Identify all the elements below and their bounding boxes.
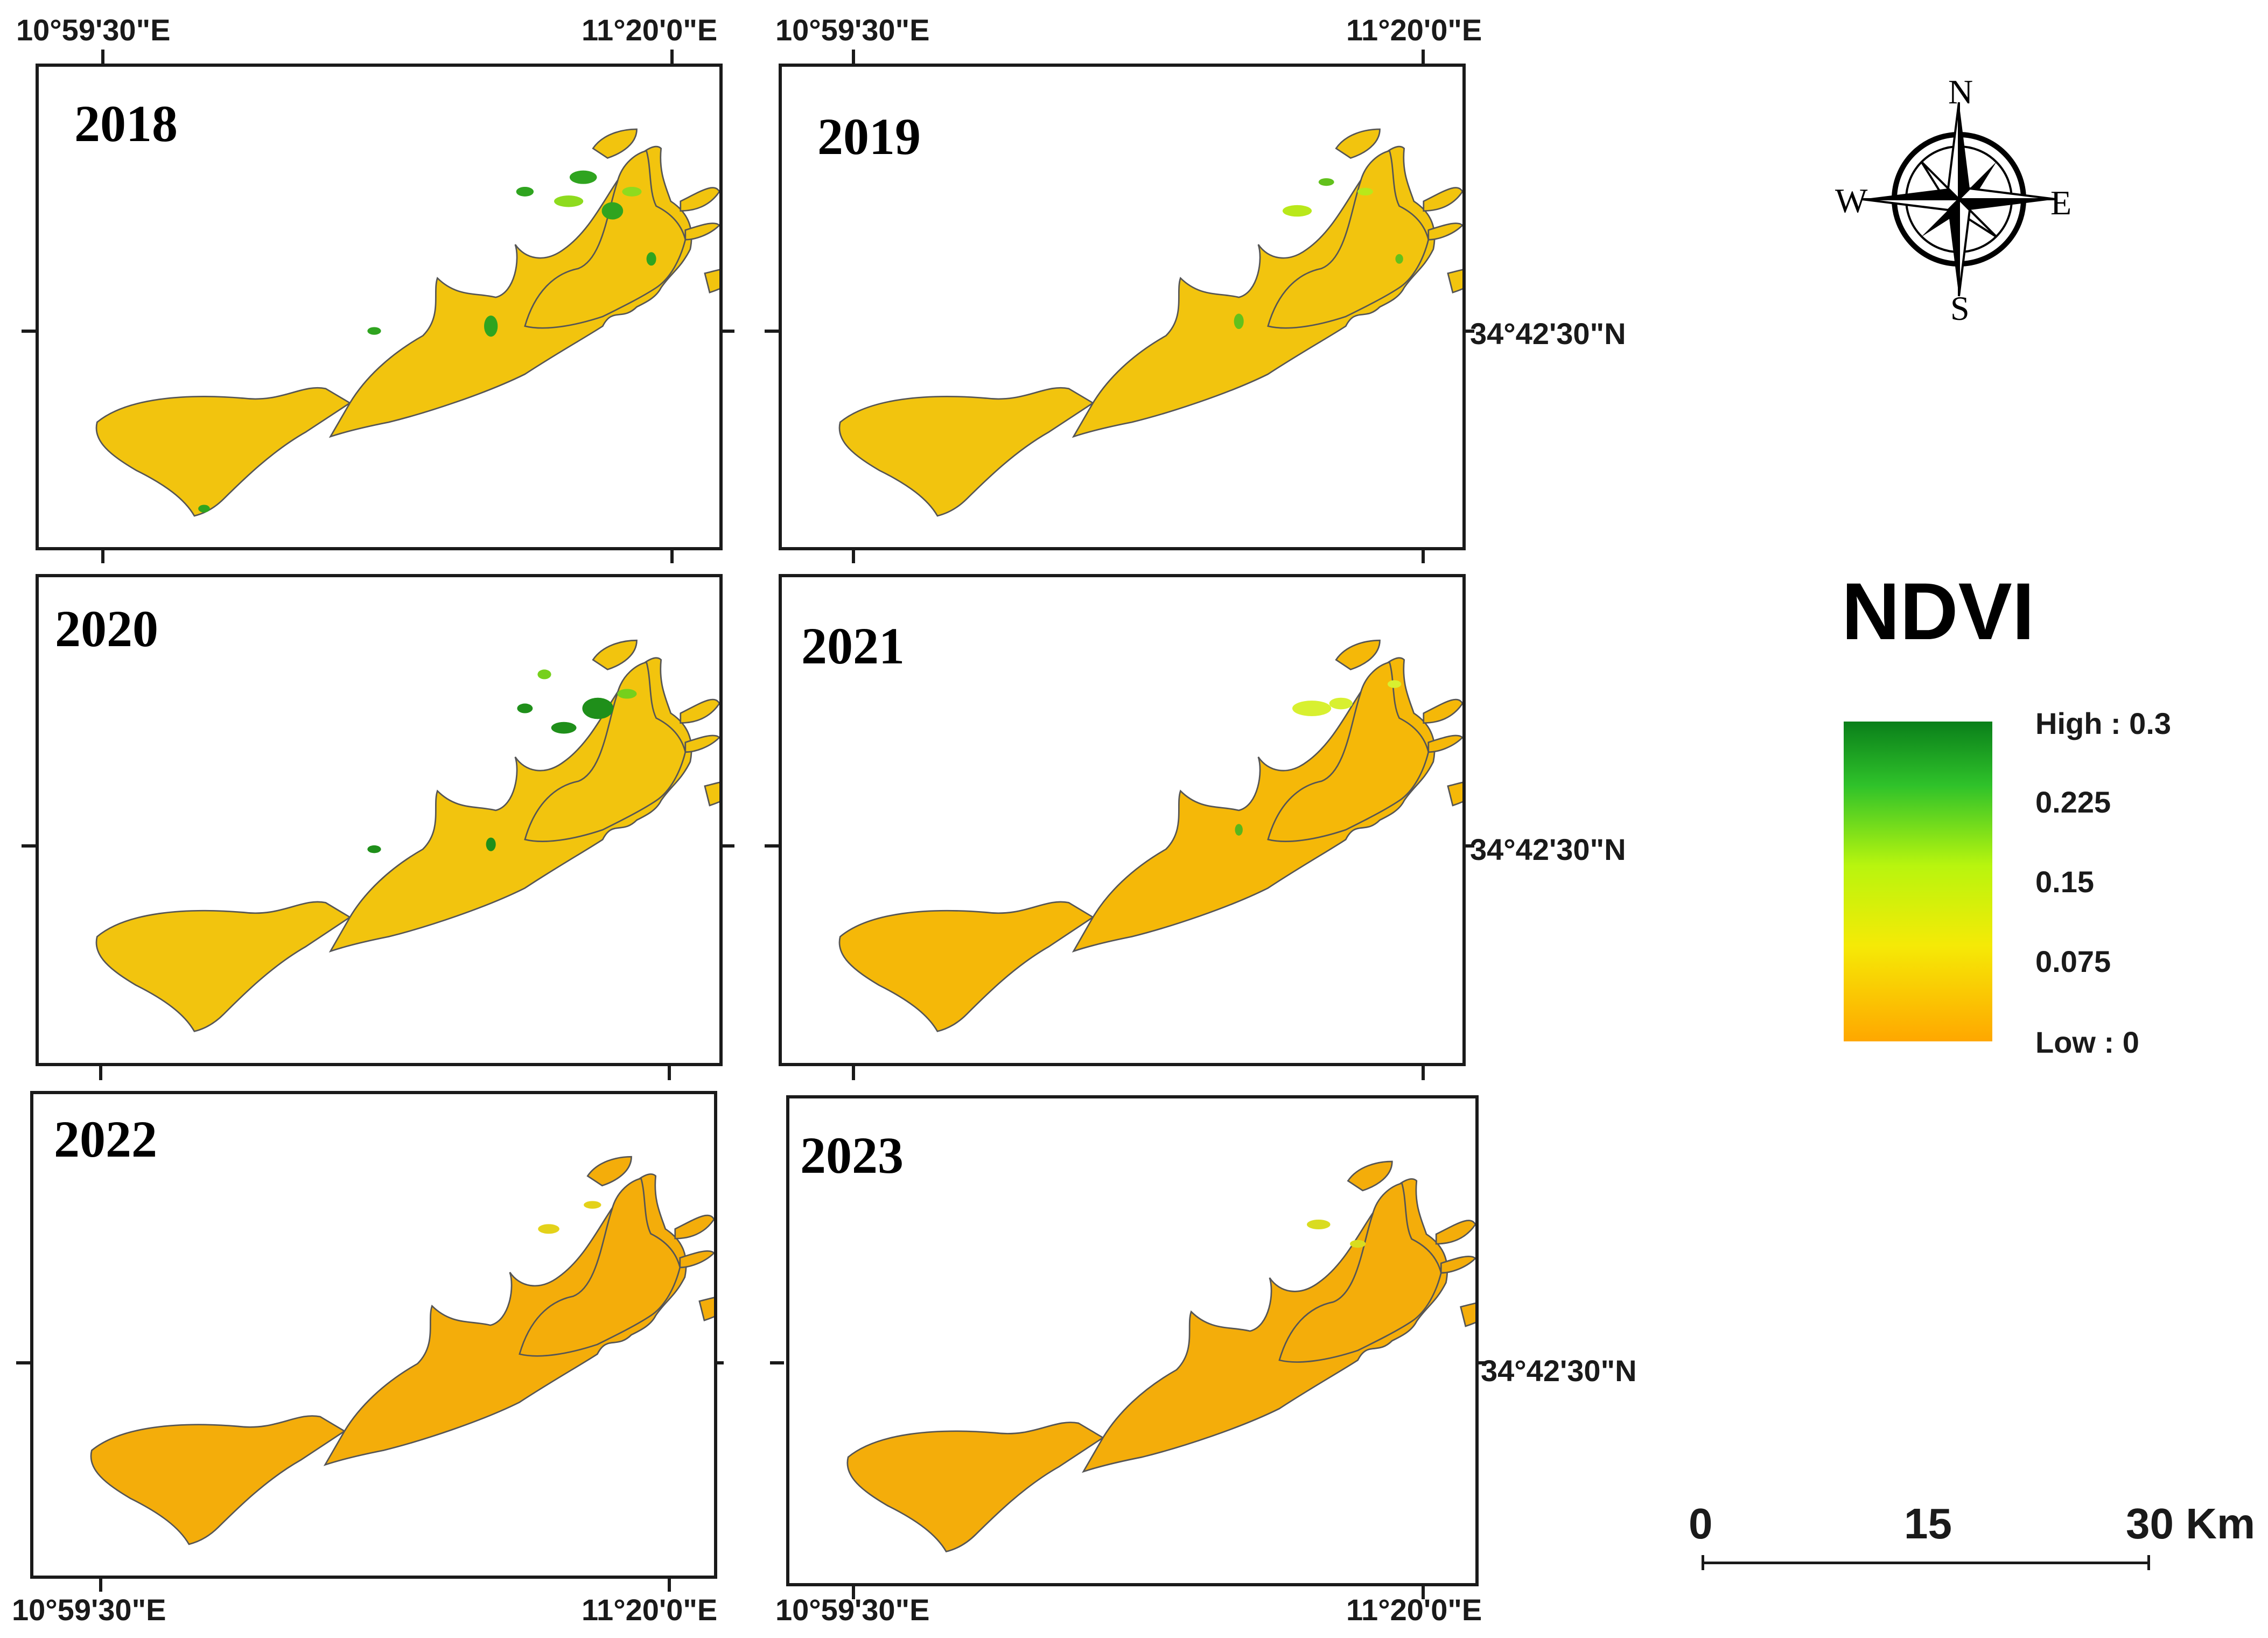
vegetation-patches — [198, 170, 656, 513]
legend-label-high: High : 0.3 — [2035, 706, 2172, 740]
compass-east-label: E — [2050, 184, 2072, 222]
tick — [1422, 1066, 1425, 1080]
lon-label-bottom-left-2: 10°59'30"E — [775, 1593, 930, 1627]
tick — [1475, 1361, 1485, 1364]
island-map — [838, 128, 1462, 517]
island-map — [846, 1160, 1475, 1552]
vegetation-patches — [538, 1201, 601, 1234]
tick — [852, 549, 855, 563]
tick — [720, 330, 734, 333]
legend-label-015: 0.15 — [2035, 865, 2094, 899]
tick — [670, 549, 674, 563]
tick — [101, 50, 104, 64]
scale-bar-line — [1702, 1562, 2150, 1564]
compass-north-label: N — [1948, 73, 1973, 111]
scale-label-30: 30 Km — [2126, 1500, 2256, 1548]
lat-label-row-3: 34°42'30"N — [1481, 1354, 1637, 1388]
tick — [670, 50, 674, 64]
year-label: 2021 — [801, 617, 905, 675]
legend-label-low: Low : 0 — [2035, 1025, 2139, 1059]
tick — [101, 549, 104, 563]
map-panel-2020: 2020 — [36, 574, 723, 1066]
map-panel-2022: 2022 — [30, 1091, 717, 1579]
lon-label-bottom-right-1: 11°20'0"E — [582, 1593, 718, 1627]
vegetation-patches — [1292, 680, 1402, 716]
tick — [770, 1361, 784, 1364]
map-panel-2019: 2019 — [779, 64, 1466, 550]
lat-label-row-1: 34°42'30"N — [1470, 317, 1626, 351]
tick — [668, 1578, 671, 1592]
tick — [852, 1066, 855, 1080]
compass-south-label: S — [1950, 289, 1970, 327]
tick — [1422, 1585, 1425, 1599]
year-label: 2020 — [55, 600, 158, 657]
map-panel-2018: 2018 — [36, 64, 723, 550]
tick — [22, 330, 36, 333]
tick — [16, 1361, 30, 1364]
lat-label-row-2: 34°42'30"N — [1470, 832, 1626, 866]
vegetation-patches — [1234, 178, 1403, 330]
lon-label-bottom-left-1: 10°59'30"E — [12, 1593, 166, 1627]
tick — [22, 844, 36, 848]
compass-west-label: W — [1835, 181, 1868, 220]
vegetation-patches — [367, 697, 614, 853]
map-panel-2023: 2023 — [786, 1095, 1479, 1586]
compass-rose: N S W E — [1825, 73, 2084, 334]
tick — [1465, 330, 1474, 333]
lon-label-top-left-1: 10°59'30"E — [16, 13, 171, 47]
tick — [668, 1066, 671, 1080]
year-label: 2019 — [817, 108, 921, 165]
legend-title: NDVI — [1842, 566, 2035, 656]
tick — [1465, 844, 1474, 848]
lon-label-bottom-right-2: 11°20'0"E — [1346, 1593, 1482, 1627]
year-label: 2022 — [54, 1110, 157, 1168]
vegetation-patches — [1306, 1220, 1366, 1248]
tick — [720, 844, 734, 848]
lon-label-top-right-1: 11°20'0"E — [582, 13, 718, 47]
lon-label-top-left-2: 10°59'30"E — [775, 13, 930, 47]
legend-label-0075: 0.075 — [2035, 944, 2111, 978]
island-map — [838, 639, 1462, 1032]
year-label: 2023 — [800, 1126, 904, 1184]
tick — [852, 1585, 855, 1599]
island-map — [95, 639, 719, 1032]
island-map — [90, 1156, 714, 1545]
scale-bar-tick — [1702, 1555, 1704, 1570]
map-panel-2021: 2021 — [779, 574, 1466, 1066]
tick — [1422, 549, 1425, 563]
island-map — [95, 128, 719, 517]
compass-icon — [1861, 102, 2056, 297]
legend-label-0225: 0.225 — [2035, 785, 2111, 819]
tick — [1422, 50, 1425, 64]
scale-label-0: 0 — [1689, 1500, 1713, 1548]
tick — [99, 1578, 102, 1592]
tick — [852, 50, 855, 64]
legend-color-ramp — [1844, 722, 1992, 1041]
tick — [765, 330, 779, 333]
scale-bar-tick — [2147, 1555, 2150, 1570]
scale-label-15: 15 — [1904, 1500, 1952, 1548]
tick — [99, 1066, 102, 1080]
year-label: 2018 — [74, 95, 178, 152]
lon-label-top-right-2: 11°20'0"E — [1346, 13, 1482, 47]
tick — [765, 844, 779, 848]
